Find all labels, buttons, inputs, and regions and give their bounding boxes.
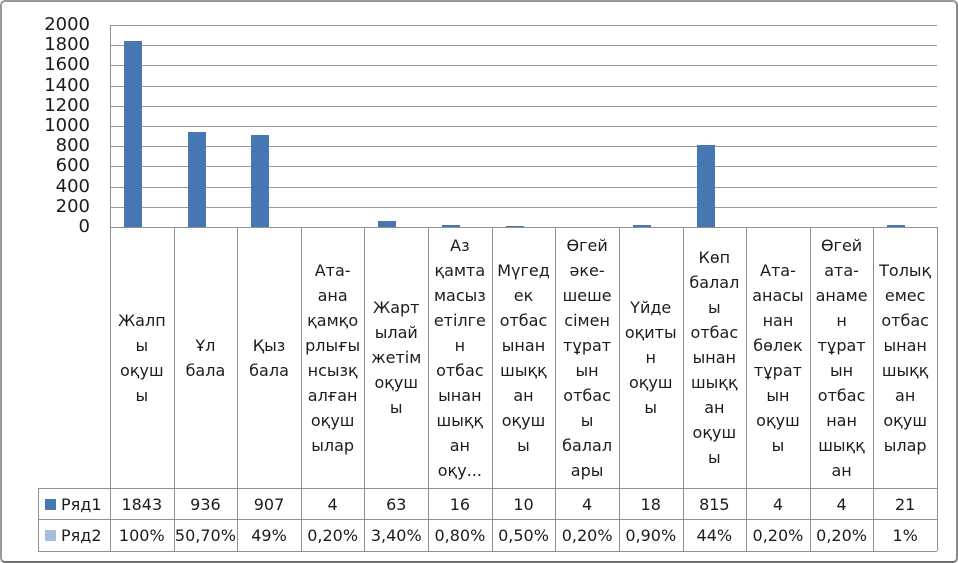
y-tick-label: 1400 [44,74,90,96]
legend-item-series2: Ряд2 [39,520,110,551]
category-label: Көп балал ы отбас ынан шыққ ан оқуш ы [689,248,740,467]
bar-series1 [124,40,142,227]
series2-value-cell: 0,90% [625,526,677,545]
gridline [110,45,937,47]
category-label: Аз қамта масыз етілге н отбас ынан шыққ … [433,235,486,480]
series1-value-cell: 10 [513,494,534,514]
y-tick-label: 0 [78,216,90,237]
gridline [110,146,937,148]
y-tick-label: 800 [55,135,90,157]
series1-value-cell: 16 [449,494,471,514]
category-divider [555,227,557,551]
bar-series1 [505,225,524,227]
category-label: Жарт ылай жетім оқуш ы [371,298,422,417]
y-tick-label: 1600 [44,54,90,76]
category-label: Мүгед ек отбас ынан шыққ ан оқуш ы [497,260,550,455]
y-tick-label: 1200 [44,94,90,116]
series2-value-cell: 44% [696,526,733,545]
series1-value-cell: 936 [190,494,221,514]
category-divider [110,25,111,551]
y-tick-label: 600 [55,155,90,177]
bar-series1 [187,132,206,227]
category-label: Ата- ана қамқо рлығы нсызқ алған оқуш ыл… [305,260,361,455]
table-border [38,551,937,552]
category-divider [300,227,302,551]
series1-legend-label: Ряд1 [61,494,102,514]
bar-series1 [378,220,397,227]
series1-value-cell: 4 [327,494,338,514]
y-tick-label: 1000 [44,115,90,136]
category-divider [237,227,239,551]
series1-value-cell: 4 [582,494,593,514]
series2-legend-label: Ряд2 [61,526,102,545]
category-divider [364,227,366,551]
gridline [110,65,937,67]
gridline [110,186,937,188]
series2-value-cell: 0,20% [307,526,359,545]
bar-series1 [696,144,715,227]
series2-value-cell: 100% [118,526,165,545]
series1-value-cell: 4 [836,494,847,514]
bar-series1 [887,224,906,227]
x-axis-line [110,227,937,228]
series1-color-swatch [45,498,56,510]
gridline [110,166,937,168]
category-label: Өгей әке- шеше сімен тұрат ын отбас ы ба… [562,235,613,480]
series1-value-cell: 907 [253,494,285,514]
y-tick-label: 1800 [44,34,90,56]
series2-value-cell: 0,20% [816,526,867,545]
series1-value-cell: 63 [386,494,407,514]
series2-value-cell: 1% [892,526,918,545]
gridline [110,126,937,127]
y-tick-label: 200 [55,195,90,217]
series2-value-cell: 0,50% [498,526,549,545]
category-label: Жалп ы оқуш ы [117,310,166,405]
category-divider [618,227,620,551]
category-divider [428,227,430,551]
bar-series1 [442,225,461,227]
category-divider [173,227,175,551]
category-divider [873,227,875,551]
category-label: Қыз бала [249,335,289,380]
category-label: Ата- анасы нан бөлек тұрат ын оқуш ы [752,260,804,455]
bar-series1 [251,135,270,227]
table-border [38,519,937,520]
category-label: Өгей ата- анаме н тұрат ын отбас нан шық… [815,235,868,480]
category-label: Үйде оқиты н оқуш ы [624,298,677,417]
category-divider [746,227,748,551]
series1-value-cell: 815 [699,494,730,514]
gridline [110,105,937,107]
table-border [38,488,937,489]
series2-value-cell: 49% [251,526,287,545]
series2-value-cell: 50,70% [174,526,236,545]
series2-value-cell: 0,20% [752,526,804,545]
series2-value-cell: 0,20% [561,526,613,545]
category-label: Ұл бала [185,335,226,380]
series1-value-cell: 1843 [121,494,163,514]
series2-value-cell: 0,80% [434,526,486,545]
y-tick-label: 400 [55,175,90,197]
category-divider [937,227,938,551]
bar-series1 [632,225,651,227]
gridline [110,25,937,26]
series1-value-cell: 18 [640,494,661,514]
category-divider [682,227,684,551]
legend-item-series1: Ряд1 [39,489,110,519]
series2-color-swatch [45,530,56,541]
series2-value-cell: 3,40% [370,526,422,545]
category-divider [809,227,811,551]
category-label: Толық емес отбас ынан шыққ ан оқуш ылар [879,260,932,455]
gridline [110,85,937,87]
series1-value-cell: 4 [772,494,784,514]
category-divider [491,227,493,551]
gridline [110,206,937,208]
y-tick-label: 2000 [44,14,90,35]
series1-value-cell: 21 [895,494,916,514]
